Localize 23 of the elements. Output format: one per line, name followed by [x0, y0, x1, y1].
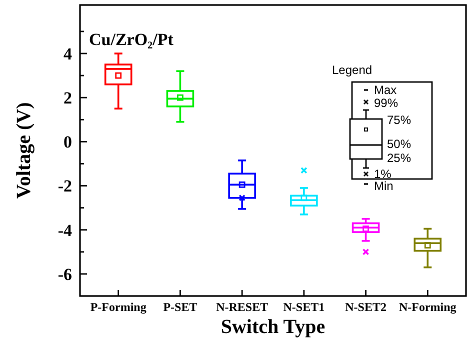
annotation: 1%: [374, 167, 392, 182]
annotation: 50%: [387, 137, 412, 152]
annotation: 25%: [387, 151, 412, 166]
y-tick-label: 2: [64, 88, 72, 108]
annotation: Legend: [332, 63, 372, 77]
x-tick-label: N-SET1: [283, 300, 325, 314]
y-axis-title: Voltage (V): [13, 102, 35, 199]
x-axis-title: Switch Type: [220, 316, 326, 338]
x-tick-label: N-SET2: [345, 300, 386, 314]
text: Cu/ZrO₂/Pt: [89, 30, 174, 49]
annotation: Max: [374, 83, 397, 98]
x-tick-label: N-Forming: [398, 300, 456, 314]
y-tick-label: 0: [64, 132, 72, 152]
y-tick-label: -4: [58, 220, 72, 240]
x-tick-label: N-RESET: [216, 300, 268, 314]
annotation: Min: [374, 179, 394, 194]
y-tick-label: -2: [58, 176, 72, 196]
annotation: 99%: [374, 96, 398, 110]
x-tick-label: P-Forming: [90, 300, 146, 314]
annotation: 75%: [387, 113, 412, 128]
y-tick-label: 4: [64, 44, 72, 64]
y-tick-label: -6: [58, 264, 72, 284]
x-tick-label: P-SET: [163, 300, 198, 314]
